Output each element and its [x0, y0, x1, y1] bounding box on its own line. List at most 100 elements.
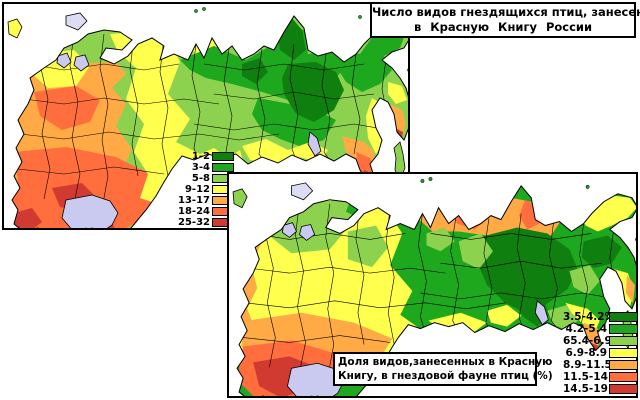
- legend-label: 9-12: [184, 184, 210, 195]
- legend-item: 65.4-6.9: [562, 335, 638, 347]
- legend-label: 13-17: [178, 195, 210, 206]
- legend-item: 3.5-4.2%: [562, 311, 638, 323]
- legend-label: 65.4-6.9: [563, 335, 612, 347]
- choropleth-zone: [426, 227, 455, 252]
- map2-caption: Доля видов,занесенных в Красную Книгу, в…: [333, 352, 553, 386]
- novaya-zemlya-island: [65, 12, 88, 31]
- region-border: [213, 91, 375, 100]
- region-border: [549, 223, 558, 328]
- legend-item: 8.9-11.5: [562, 359, 638, 371]
- legend-item: 13-17: [150, 195, 234, 206]
- region-border: [351, 53, 361, 155]
- region-border: [129, 35, 139, 177]
- legend-swatch: [609, 336, 638, 346]
- legend-swatch: [609, 384, 638, 394]
- region-border: [355, 205, 365, 345]
- legend-item: 5-8: [150, 173, 234, 184]
- region-border: [289, 43, 299, 161]
- choropleth-zone: [583, 322, 602, 353]
- legend-label: 8.9-11.5: [563, 359, 612, 371]
- choropleth-zone: [625, 275, 635, 303]
- legend-item: 9-12: [150, 184, 234, 195]
- region-border: [579, 223, 588, 323]
- choropleth-zone: [476, 227, 578, 313]
- legend-label: 1-2: [191, 151, 210, 162]
- legend-swatch: [609, 348, 638, 358]
- choropleth-zone: [458, 233, 493, 270]
- region-border: [483, 218, 493, 331]
- map2-legend: 3.5-4.2% 4.2-5.4 65.4-6.9 6.9-8.9 8.9-11.5 11…: [562, 311, 638, 395]
- small-island: [407, 68, 408, 72]
- legend-label: 4.2-5.4: [565, 323, 607, 335]
- legend-label: 14.5-19: [563, 383, 608, 395]
- region-border: [385, 207, 395, 345]
- small-island: [585, 185, 590, 189]
- region-border: [420, 292, 617, 300]
- choropleth-zone: [347, 225, 389, 268]
- region-border: [99, 33, 109, 210]
- title-line-2: в Красную Книгу России: [413, 20, 593, 34]
- legend-label: 3-4: [191, 162, 210, 173]
- legend-label: 6.9-8.9: [565, 347, 607, 359]
- legend-item: 11.5-14.5: [562, 371, 638, 383]
- novaya-zemlya-island: [291, 182, 314, 201]
- legend-label: 18-24: [178, 206, 210, 217]
- choropleth-zone: [282, 62, 344, 122]
- small-island: [428, 177, 433, 181]
- small-island: [194, 9, 198, 13]
- coastline: [236, 185, 636, 396]
- choropleth-zone: [486, 304, 522, 327]
- legend-label: 3.5-4.2%: [563, 311, 616, 323]
- lake-ladoga: [281, 222, 297, 238]
- caspian-sea: [61, 194, 119, 228]
- legend-swatch: [212, 152, 234, 161]
- legend-item: 1-2: [150, 151, 234, 162]
- region-border: [17, 166, 165, 175]
- choropleth-zone: [579, 195, 636, 232]
- kaliningrad-region: [7, 18, 23, 39]
- small-island: [358, 15, 362, 19]
- region-border: [418, 213, 427, 337]
- russia-map-species-count: [7, 7, 408, 228]
- legend-item: 3-4: [150, 162, 234, 173]
- legend-swatch: [609, 372, 638, 382]
- region-border: [249, 266, 446, 274]
- legend-swatch: [609, 312, 638, 322]
- region-border: [256, 48, 266, 163]
- lake-onega: [299, 224, 316, 241]
- legend-item: 18-24: [150, 206, 234, 217]
- region-border: [19, 131, 280, 141]
- legend-item: 4.2-5.4: [562, 323, 638, 335]
- russia-map-species-share: [232, 177, 636, 396]
- lake-ladoga: [56, 52, 72, 69]
- choropleth-zone: [242, 58, 268, 84]
- legend-label: 11.5-14.5: [563, 371, 620, 383]
- region-border: [245, 300, 507, 310]
- choropleth-zone: [34, 86, 100, 130]
- map1-panel: 1-2 3-4 5-8 9-12 13-17 18-24 25-32: [2, 2, 410, 230]
- caspian-sea: [286, 362, 345, 396]
- kaliningrad-region: [232, 188, 248, 209]
- region-border: [325, 203, 335, 378]
- region-border: [23, 97, 220, 105]
- choropleth-zone: [569, 265, 600, 295]
- lake-onega: [73, 54, 90, 72]
- region-border: [159, 37, 169, 177]
- region-border: [193, 123, 390, 131]
- lake-baikal: [307, 131, 322, 157]
- region-border: [191, 43, 201, 169]
- choropleth-zone: [388, 82, 407, 104]
- map2-panel: 3.5-4.2% 4.2-5.4 65.4-6.9 6.9-8.9 8.9-11.5 11…: [227, 172, 638, 398]
- caption-line-1: Доля видов,занесенных в Красную: [338, 356, 553, 368]
- legend-swatch: [609, 360, 638, 370]
- caption-line-2: Книгу, в гнездовой фауне птиц (%): [338, 370, 553, 382]
- coastline: [11, 15, 408, 228]
- region-border: [430, 233, 592, 240]
- title-line-1: Число видов гнездящихся птиц, занесеных: [372, 5, 640, 19]
- region-border: [440, 260, 602, 269]
- legend-label: 5-8: [191, 173, 210, 184]
- small-island: [635, 237, 636, 241]
- map1-legend: 1-2 3-4 5-8 9-12 13-17 18-24 25-32: [150, 151, 234, 228]
- region-border: [203, 63, 365, 71]
